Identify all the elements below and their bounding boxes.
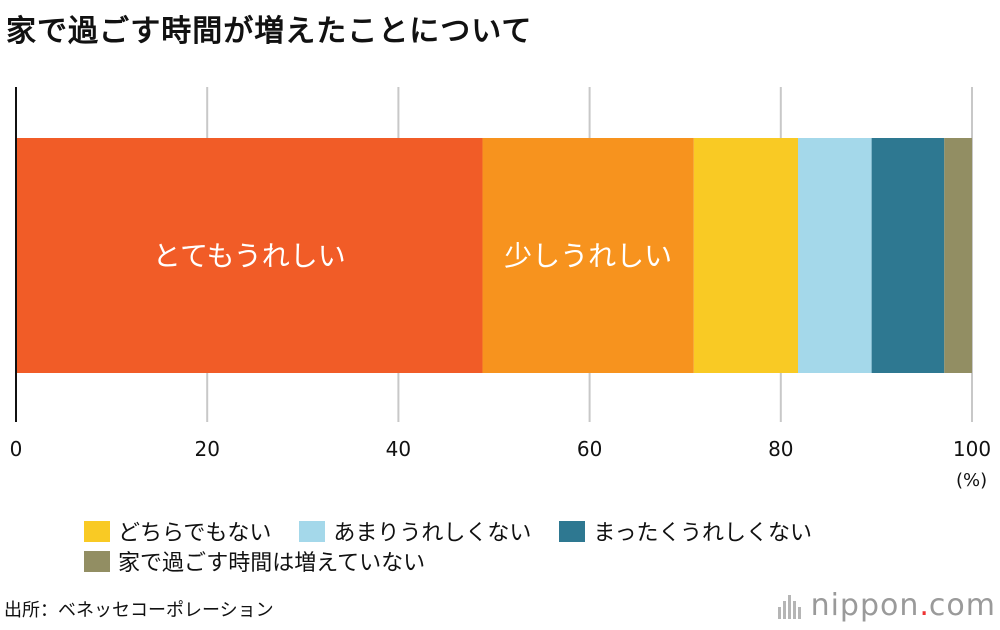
legend-swatch [299,520,326,542]
legend-swatch [84,520,110,542]
x-tick-label: 0 [10,437,23,461]
bar-segment [871,138,945,373]
source-note: 出所：ベネッセコーポレーション [4,600,274,621]
logo-dot: . [919,588,929,623]
legend: どちらでもない あまりうれしくない まったくうれしくない 家で過ごす時間は増えて… [84,516,984,576]
legend-row-2: 家で過ごす時間は増えていない [84,546,984,576]
bar-segment [798,138,872,373]
legend-swatch [84,550,110,572]
x-tick-label: 40 [386,437,411,461]
logo-bars-icon [777,593,803,619]
legend-label: まったくうれしくない [593,521,813,546]
legend-label: どちらでもない [118,521,272,546]
nippon-logo[interactable]: nippon. com [777,588,996,623]
legend-label: あまりうれしくない [333,521,532,546]
bar-segment [944,138,972,373]
segment-label: とてもうれしい [153,240,346,273]
legend-item: あまりうれしくない [299,515,531,547]
stacked-bar-chart: とてもうれしい 少しうれしい 0 20 40 60 80 100 [10,87,991,461]
legend-label: 家で過ごす時間は増えていない [118,551,426,576]
legend-item: 家で過ごす時間は増えていない [84,545,425,577]
legend-item: まったくうれしくない [559,515,812,547]
chart-title: 家で過ごす時間が増えたことについて [6,14,533,49]
segment-label: 少しうれしい [504,240,672,273]
legend-item: どちらでもない [84,515,271,547]
logo-name: nippon [810,588,920,623]
bar-segment [482,138,694,373]
legend-row-1: どちらでもない あまりうれしくない まったくうれしくない [84,516,984,546]
x-tick-label: 100 [953,437,991,461]
legend-swatch [559,520,586,542]
bar-segment [16,138,483,373]
x-tick-label: 20 [194,437,219,461]
unit-label: (%) [956,470,988,491]
logo-suffix: com [928,588,996,623]
x-tick-label: 80 [768,437,793,461]
bar-segment [693,138,799,373]
x-tick-label: 60 [577,437,602,461]
